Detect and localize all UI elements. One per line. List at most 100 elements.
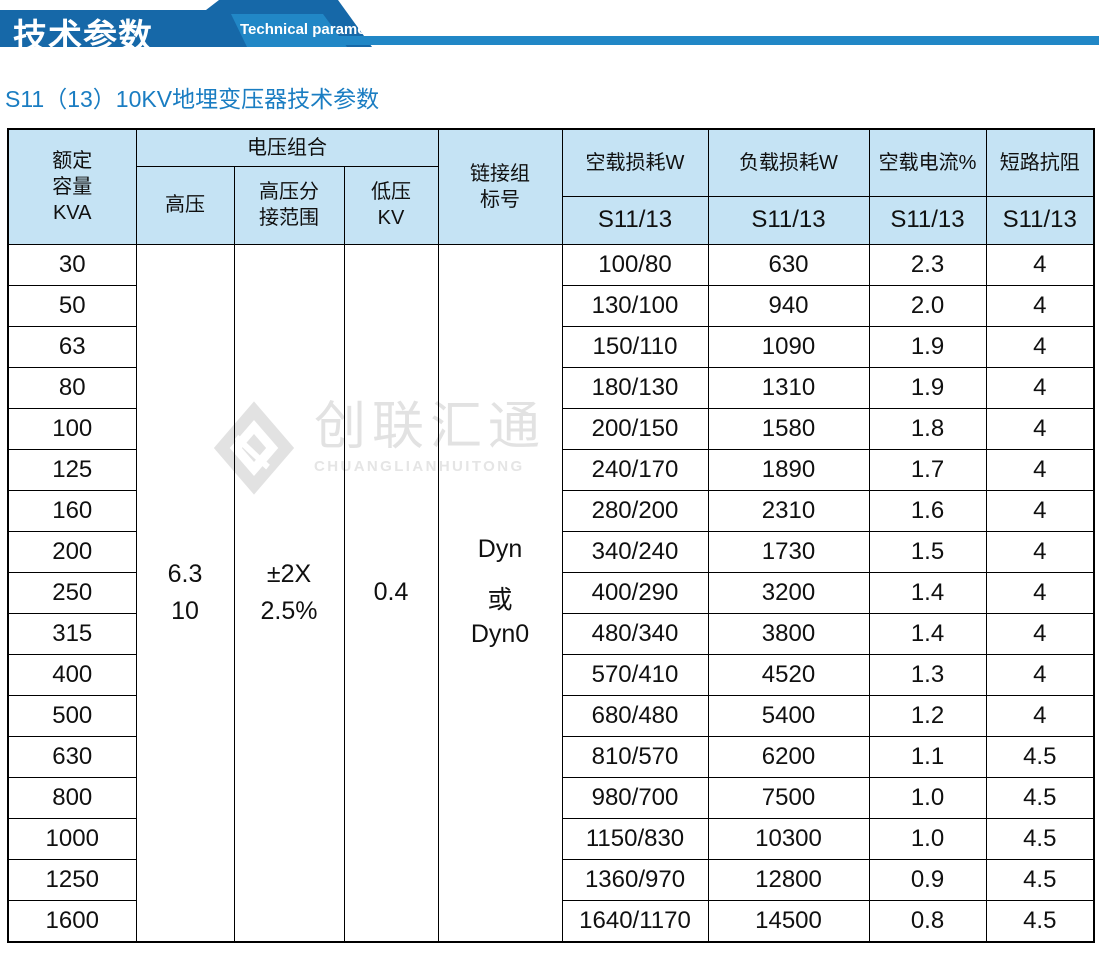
cell-load-loss: 1890 bbox=[707, 448, 870, 491]
header-connection-group: 链接组 标号 bbox=[437, 128, 563, 245]
table-row: 30 6.3 10 ±2X 2.5% 0.4 Dyn 或 Dyn0 100/80 630 2.3 4 bbox=[7, 243, 1095, 942]
header-hv-tap-range: 高压分 接范围 bbox=[233, 165, 345, 245]
header-model-no-load-current: S11/13 bbox=[868, 195, 987, 245]
cell-no-load-loss: 130/100 bbox=[561, 284, 709, 327]
cell-no-load-current: 1.3 bbox=[868, 653, 987, 696]
cell-load-loss: 14500 bbox=[707, 899, 870, 942]
cell-rated-capacity: 160 bbox=[7, 489, 137, 532]
cell-no-load-loss: 1640/1170 bbox=[561, 899, 709, 942]
cell-rated-capacity: 1600 bbox=[7, 899, 137, 942]
cell-impedance: 4 bbox=[985, 366, 1095, 409]
cell-rated-capacity: 250 bbox=[7, 571, 137, 614]
cell-rated-capacity: 800 bbox=[7, 776, 137, 819]
cell-no-load-loss: 480/340 bbox=[561, 612, 709, 655]
cell-no-load-current: 1.1 bbox=[868, 735, 987, 778]
cell-no-load-loss: 240/170 bbox=[561, 448, 709, 491]
cell-no-load-loss: 1150/830 bbox=[561, 817, 709, 860]
header-no-load-loss: 空载损耗W bbox=[561, 128, 709, 197]
cell-rated-capacity: 400 bbox=[7, 653, 137, 696]
table-row: 1600 1640/1170 14500 0.8 4.5 bbox=[7, 899, 1095, 942]
banner-title-cn: 技术参数 bbox=[13, 18, 153, 56]
cell-no-load-loss: 100/80 bbox=[561, 243, 709, 286]
cell-no-load-loss: 980/700 bbox=[561, 776, 709, 819]
top-banner: 技术参数 Technical parameter bbox=[0, 0, 1099, 56]
banner-dark-ribbon-shape bbox=[0, 0, 372, 47]
cell-no-load-current: 2.3 bbox=[868, 243, 987, 286]
cell-load-loss: 2310 bbox=[707, 489, 870, 532]
cell-no-load-loss: 180/130 bbox=[561, 366, 709, 409]
cell-no-load-current: 0.8 bbox=[868, 899, 987, 942]
cell-impedance: 4 bbox=[985, 407, 1095, 450]
cell-no-load-loss: 570/410 bbox=[561, 653, 709, 696]
table-row: 800 980/700 7500 1.0 4.5 bbox=[7, 776, 1095, 819]
cell-high-voltage-merged: 6.3 10 bbox=[135, 243, 235, 942]
cell-load-loss: 3200 bbox=[707, 571, 870, 614]
header-short-circuit-impedance: 短路抗阻 bbox=[985, 128, 1095, 197]
cell-load-loss: 630 bbox=[707, 243, 870, 286]
cell-impedance: 4 bbox=[985, 694, 1095, 737]
cell-load-loss: 1310 bbox=[707, 366, 870, 409]
table-row: 315 480/340 3800 1.4 4 bbox=[7, 612, 1095, 655]
cell-connection-group-merged: Dyn 或 Dyn0 bbox=[437, 243, 563, 942]
cell-no-load-current: 1.2 bbox=[868, 694, 987, 737]
cell-no-load-current: 1.0 bbox=[868, 776, 987, 819]
cell-load-loss: 10300 bbox=[707, 817, 870, 860]
table-row: 500 680/480 5400 1.2 4 bbox=[7, 694, 1095, 737]
cell-no-load-current: 1.5 bbox=[868, 530, 987, 573]
cell-load-loss: 940 bbox=[707, 284, 870, 327]
cell-no-load-loss: 400/290 bbox=[561, 571, 709, 614]
cell-impedance: 4.5 bbox=[985, 858, 1095, 901]
cell-no-load-current: 1.8 bbox=[868, 407, 987, 450]
table-row: 250 400/290 3200 1.4 4 bbox=[7, 571, 1095, 614]
header-model-load-loss: S11/13 bbox=[707, 195, 870, 245]
cell-impedance: 4 bbox=[985, 284, 1095, 327]
header-model-no-load-loss: S11/13 bbox=[561, 195, 709, 245]
cell-load-loss: 1090 bbox=[707, 325, 870, 368]
cell-no-load-current: 1.6 bbox=[868, 489, 987, 532]
cell-load-loss: 4520 bbox=[707, 653, 870, 696]
cell-impedance: 4 bbox=[985, 653, 1095, 696]
cell-tap-range-merged: ±2X 2.5% bbox=[233, 243, 345, 942]
page-title: S11（13）10KV地埋变压器技术参数 bbox=[5, 86, 380, 112]
cell-rated-capacity: 30 bbox=[7, 243, 137, 286]
cell-impedance: 4 bbox=[985, 612, 1095, 655]
cell-load-loss: 3800 bbox=[707, 612, 870, 655]
cell-impedance: 4 bbox=[985, 325, 1095, 368]
cell-load-loss: 6200 bbox=[707, 735, 870, 778]
cell-no-load-current: 1.4 bbox=[868, 571, 987, 614]
header-load-loss: 负载损耗W bbox=[707, 128, 870, 197]
technical-parameter-table: 额定 容量 KVA 电压组合 链接组 标号 空载损耗W 负载损耗W 空载电流% … bbox=[7, 128, 1095, 943]
cell-no-load-loss: 150/110 bbox=[561, 325, 709, 368]
cell-no-load-loss: 340/240 bbox=[561, 530, 709, 573]
cell-rated-capacity: 630 bbox=[7, 735, 137, 778]
cell-impedance: 4 bbox=[985, 530, 1095, 573]
cell-no-load-current: 1.9 bbox=[868, 325, 987, 368]
table-row: 160 280/200 2310 1.6 4 bbox=[7, 489, 1095, 532]
cell-load-loss: 1580 bbox=[707, 407, 870, 450]
cell-no-load-current: 1.7 bbox=[868, 448, 987, 491]
cell-rated-capacity: 1000 bbox=[7, 817, 137, 860]
cell-impedance: 4 bbox=[985, 489, 1095, 532]
cell-impedance: 4 bbox=[985, 448, 1095, 491]
cell-rated-capacity: 125 bbox=[7, 448, 137, 491]
cell-rated-capacity: 500 bbox=[7, 694, 137, 737]
cell-no-load-loss: 680/480 bbox=[561, 694, 709, 737]
cell-rated-capacity: 63 bbox=[7, 325, 137, 368]
cell-rated-capacity: 1250 bbox=[7, 858, 137, 901]
cell-rated-capacity: 80 bbox=[7, 366, 137, 409]
header-no-load-current: 空载电流% bbox=[868, 128, 987, 197]
table-row: 200 340/240 1730 1.5 4 bbox=[7, 530, 1095, 573]
cell-load-loss: 12800 bbox=[707, 858, 870, 901]
cell-rated-capacity: 200 bbox=[7, 530, 137, 573]
cell-load-loss: 5400 bbox=[707, 694, 870, 737]
banner-title-en: Technical parameter bbox=[240, 21, 385, 38]
cell-no-load-loss: 810/570 bbox=[561, 735, 709, 778]
cell-impedance: 4 bbox=[985, 243, 1095, 286]
cell-impedance: 4.5 bbox=[985, 899, 1095, 942]
cell-low-voltage-merged: 0.4 bbox=[343, 243, 439, 942]
cell-no-load-current: 1.9 bbox=[868, 366, 987, 409]
cell-no-load-current: 2.0 bbox=[868, 284, 987, 327]
cell-rated-capacity: 315 bbox=[7, 612, 137, 655]
cell-rated-capacity: 50 bbox=[7, 284, 137, 327]
cell-no-load-current: 1.0 bbox=[868, 817, 987, 860]
